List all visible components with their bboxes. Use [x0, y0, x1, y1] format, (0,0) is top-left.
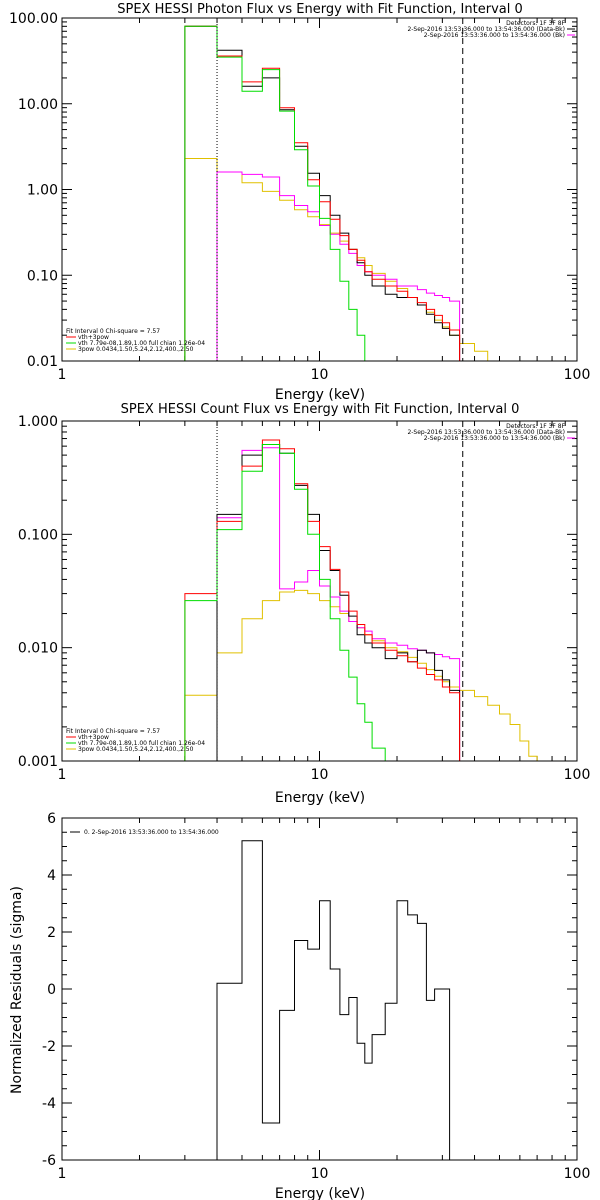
tick-marks [61, 420, 578, 762]
tick-marks [61, 817, 578, 1161]
x-tick-label: 100 [564, 767, 591, 783]
series-total [184, 439, 461, 761]
legend: 0. 2-Sep-2016 13:53:36.000 to 13:54:36.0… [70, 829, 219, 836]
plot-frame [61, 17, 578, 362]
legend-fit-line: 3pow 0.0434,1.50,5.24,2.12,400.,2.50 [78, 346, 194, 353]
y-tick-label: 2 [47, 925, 56, 941]
legend-fit-line: vth 7.79e-08,1.89,1.00 full chian 1.26e-… [78, 740, 205, 747]
y-tick-labels: 0.01 0.10 1.00 10.00 100.00 [9, 11, 58, 370]
legend-fit-line: vth+3pow [78, 734, 109, 741]
plot-frame [61, 817, 578, 1161]
y-tick-label: 4 [47, 868, 56, 884]
series-group [184, 439, 538, 761]
legend-header: Detectors: 1F 3F 8F2-Sep-2016 13:53:36.0… [407, 423, 575, 442]
y-tick-label: 1.00 [27, 183, 58, 199]
series-bk [216, 171, 461, 361]
y-tick-label: 6 [47, 811, 56, 827]
panel-count-flux: SPEX HESSI Count Flux vs Energy with Fit… [18, 402, 590, 806]
legend-fit-line: Fit Interval 0 Chi-square = 7.57 [66, 328, 160, 335]
y-tick-label: -2 [42, 1039, 56, 1055]
x-tick-labels: 1 10 100 [58, 1166, 591, 1182]
y-tick-label: 0.001 [18, 754, 58, 770]
series-total [184, 25, 461, 361]
series-vth [184, 25, 386, 362]
legend-header-line: 2-Sep-2016 13:53:36.000 to 13:54:36.000 … [424, 32, 565, 39]
x-tick-label: 100 [564, 367, 591, 383]
y-tick-label: 0.100 [18, 527, 58, 543]
x-tick-label: 100 [564, 1166, 591, 1182]
y-tick-label: 0 [47, 982, 56, 998]
legend-fit: Fit Interval 0 Chi-square = 7.57vth+3pow… [66, 728, 205, 753]
y-tick-label: 0.01 [27, 354, 58, 370]
legend-fit-line: vth 7.79e-08,1.89,1.00 full chian 1.26e-… [78, 340, 205, 347]
x-axis-label: Energy (keV) [275, 387, 365, 403]
x-tick-labels: 1 10 100 [58, 767, 591, 783]
legend-header-line: Detectors: 1F 3F 8F [506, 20, 565, 27]
legend-fit-line: vth+3pow [78, 334, 109, 341]
series-group [216, 840, 451, 1160]
legend-header-line: 2-Sep-2016 13:53:36.000 to 13:54:36.000 … [407, 429, 565, 436]
x-tick-label: 10 [311, 367, 329, 383]
series-data [184, 25, 461, 361]
x-axis-label: Energy (keV) [275, 1186, 365, 1200]
y-tick-labels: 0.001 0.010 0.100 1.000 [18, 414, 58, 770]
y-tick-label: 0.010 [18, 641, 58, 657]
y-tick-label: 10.00 [18, 97, 58, 113]
x-tick-label: 10 [311, 767, 329, 783]
y-tick-label: 100.00 [9, 11, 58, 27]
series-group [184, 25, 500, 362]
x-tick-label: 1 [58, 1166, 67, 1182]
legend-fit-line: Fit Interval 0 Chi-square = 7.57 [66, 728, 160, 735]
legend-header: Detectors: 1F 3F 8F2-Sep-2016 13:53:36.0… [407, 20, 575, 39]
x-tick-label: 1 [58, 367, 67, 383]
y-tick-labels: -6 -4 -2 0 2 4 6 [42, 811, 56, 1169]
x-tick-labels: 1 10 100 [58, 367, 591, 383]
legend-fit: Fit Interval 0 Chi-square = 7.57vth+3pow… [66, 328, 205, 353]
series-bk [216, 447, 461, 761]
panel-residuals: -6 -4 -2 0 2 4 6 1 10 100 Energy (keV) Normalize… [9, 811, 590, 1200]
y-tick-label: -6 [42, 1153, 56, 1169]
residual-line [216, 840, 451, 1160]
y-axis-label: Normalized Residuals (sigma) [9, 886, 25, 1094]
series-3pow [184, 158, 500, 362]
y-tick-label: 1.000 [18, 414, 58, 430]
x-tick-label: 1 [58, 767, 67, 783]
y-tick-label: 0.10 [27, 268, 58, 284]
series-3pow [184, 589, 538, 761]
series-data [216, 444, 461, 761]
legend-header-line: 2-Sep-2016 13:53:36.000 to 13:54:36.000 … [424, 435, 565, 442]
x-tick-label: 10 [311, 1166, 329, 1182]
legend-fit-line: 3pow 0.0434,1.50,5.24,2.12,400.,2.50 [78, 746, 194, 753]
series-vth [184, 444, 386, 761]
legend-header-line: Detectors: 1F 3F 8F [506, 423, 565, 430]
plot-frame [61, 420, 578, 762]
legend-header-line: 2-Sep-2016 13:53:36.000 to 13:54:36.000 … [407, 26, 565, 33]
legend-entry: 0. 2-Sep-2016 13:53:36.000 to 13:54:36.0… [84, 829, 219, 836]
chart-title: SPEX HESSI Count Flux vs Energy with Fit… [121, 402, 520, 417]
x-axis-label: Energy (keV) [275, 790, 365, 806]
y-tick-label: -4 [42, 1096, 56, 1112]
chart-title: SPEX HESSI Photon Flux vs Energy with Fi… [117, 2, 523, 17]
panel-photon-flux: SPEX HESSI Photon Flux vs Energy with Fi… [9, 2, 590, 403]
